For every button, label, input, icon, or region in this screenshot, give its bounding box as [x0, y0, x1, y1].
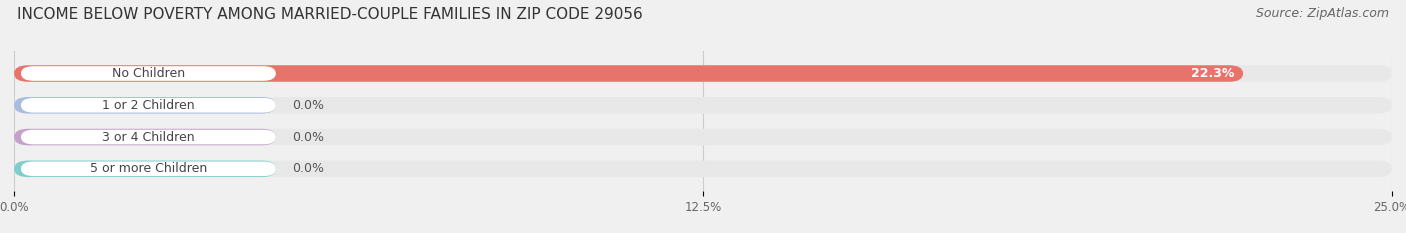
Text: 0.0%: 0.0% [292, 99, 325, 112]
FancyBboxPatch shape [21, 98, 276, 113]
FancyBboxPatch shape [14, 97, 276, 113]
FancyBboxPatch shape [21, 66, 276, 81]
FancyBboxPatch shape [14, 161, 1392, 177]
Text: 0.0%: 0.0% [292, 162, 325, 175]
Text: No Children: No Children [112, 67, 186, 80]
FancyBboxPatch shape [14, 97, 1392, 113]
Text: 0.0%: 0.0% [292, 130, 325, 144]
Text: 22.3%: 22.3% [1191, 67, 1234, 80]
Text: 3 or 4 Children: 3 or 4 Children [103, 130, 194, 144]
Text: 1 or 2 Children: 1 or 2 Children [103, 99, 194, 112]
FancyBboxPatch shape [21, 130, 276, 144]
FancyBboxPatch shape [14, 65, 1243, 82]
FancyBboxPatch shape [14, 129, 1392, 145]
FancyBboxPatch shape [14, 129, 276, 145]
Text: INCOME BELOW POVERTY AMONG MARRIED-COUPLE FAMILIES IN ZIP CODE 29056: INCOME BELOW POVERTY AMONG MARRIED-COUPL… [17, 7, 643, 22]
FancyBboxPatch shape [14, 161, 276, 177]
Text: 5 or more Children: 5 or more Children [90, 162, 207, 175]
Text: Source: ZipAtlas.com: Source: ZipAtlas.com [1256, 7, 1389, 20]
FancyBboxPatch shape [14, 65, 1392, 82]
FancyBboxPatch shape [21, 161, 276, 176]
